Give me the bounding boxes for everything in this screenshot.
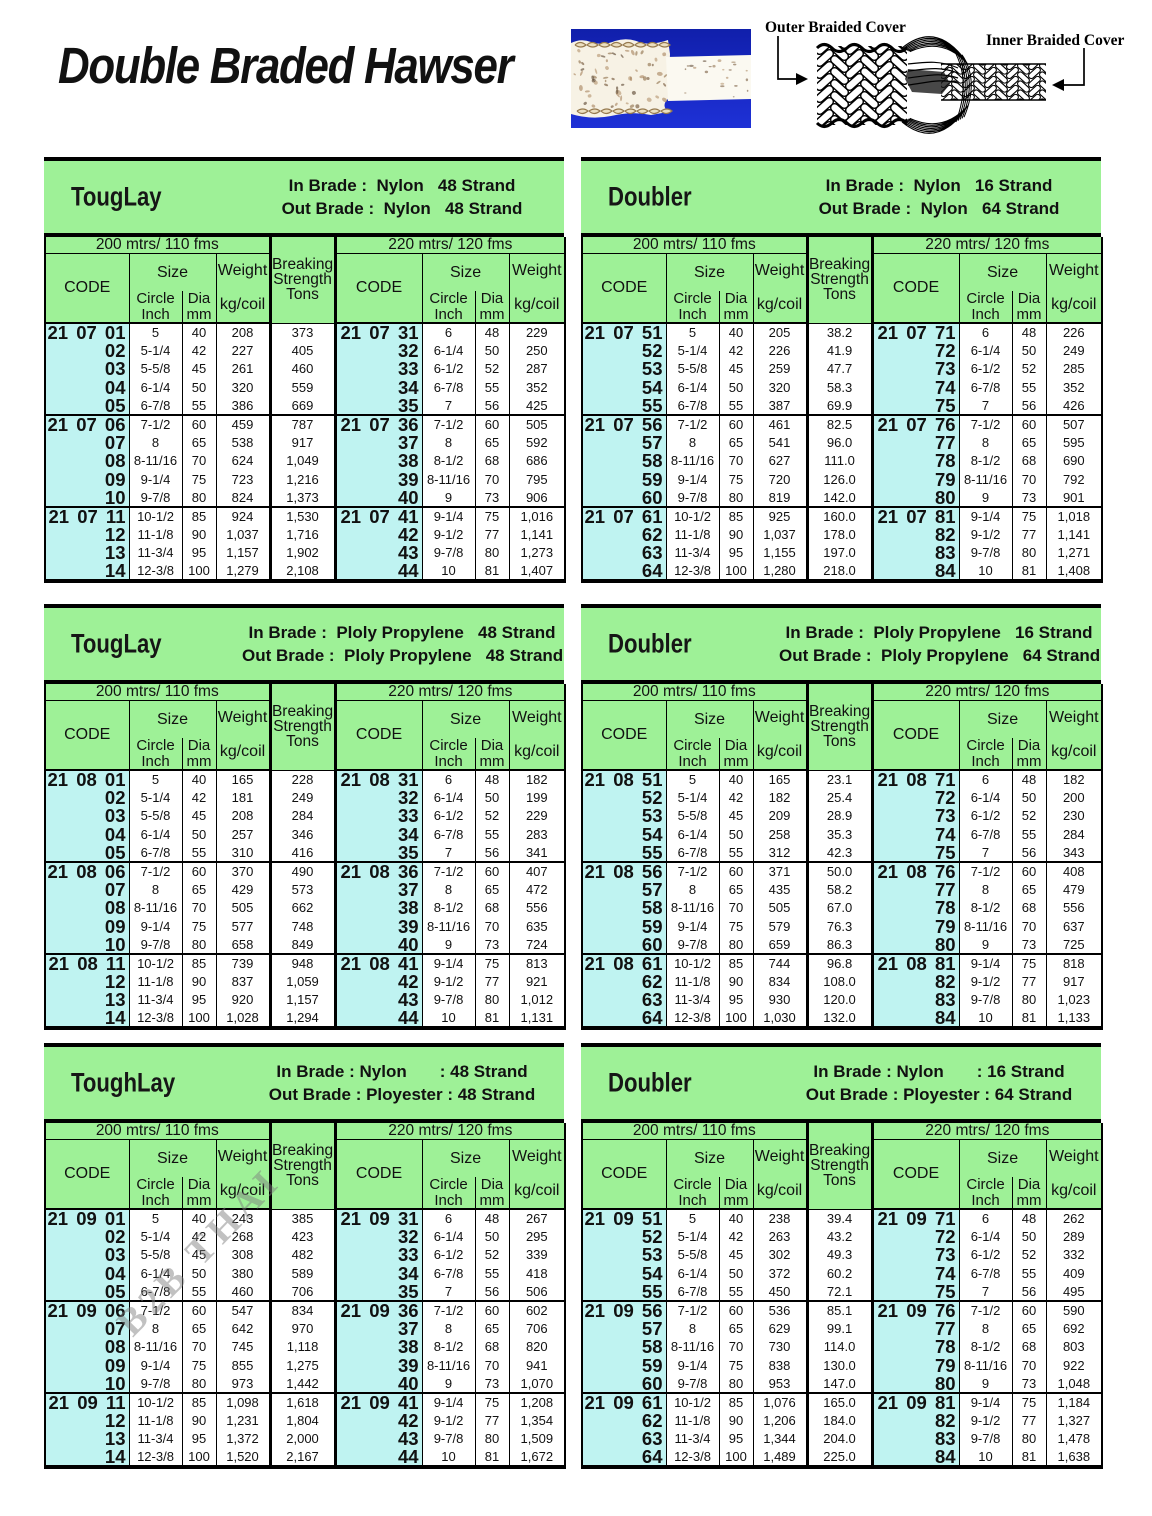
svg-text:Inner Braided Cover: Inner Braided Cover bbox=[986, 32, 1124, 49]
svg-text:Outer Braided Cover: Outer Braided Cover bbox=[765, 19, 906, 36]
